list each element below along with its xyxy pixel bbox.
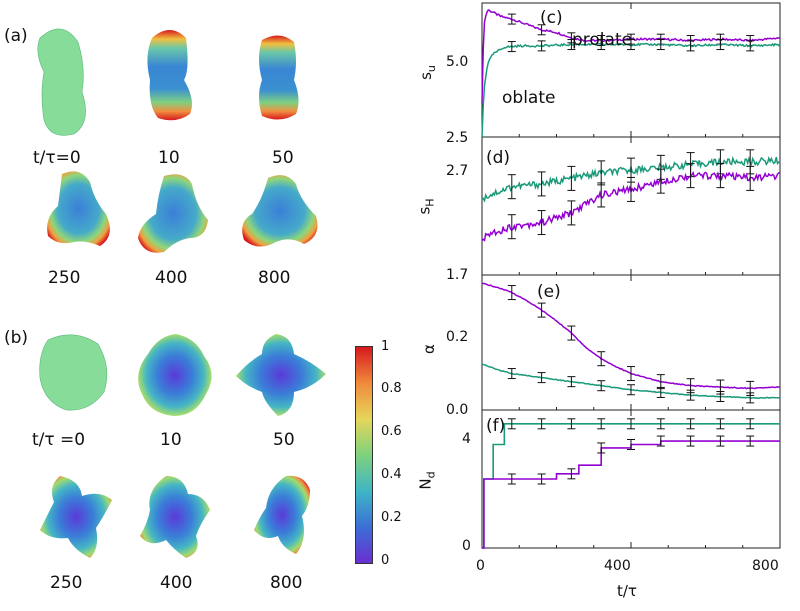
- ytick-f-4: 4: [462, 431, 471, 447]
- shape-renderings: [37, 28, 326, 558]
- ylabel-su: su: [416, 65, 438, 80]
- panel-label-c: (c): [540, 8, 563, 28]
- colorbar: [355, 346, 373, 564]
- ytick-f-0: 0: [462, 538, 471, 554]
- ytick-d-1.7: 1.7: [446, 267, 469, 283]
- shape-b-t400: [140, 476, 210, 558]
- ytick-e-0.0: 0.0: [446, 402, 469, 418]
- shape-a-t0: [37, 28, 86, 136]
- ylabel-alpha: α: [419, 344, 438, 354]
- colorbar-tick-0.8: 0.8: [381, 381, 402, 396]
- xtick-800: 800: [752, 558, 779, 574]
- shape-a-t10: [147, 30, 192, 121]
- time-label-a-5: 800: [258, 268, 291, 288]
- colorbar-tick-1: 1: [381, 339, 390, 354]
- ylabel-sh: sH: [415, 198, 437, 215]
- shape-a-t50: [259, 35, 299, 120]
- time-label-a-1: 10: [158, 148, 180, 168]
- ytick-d-2.7: 2.7: [446, 163, 469, 179]
- legend-oblate: oblate: [502, 88, 556, 108]
- time-label-b-0: t/τ =0: [32, 430, 86, 450]
- time-label-a-3: 250: [48, 268, 81, 288]
- time-label-a-2: 50: [272, 148, 294, 168]
- shape-a-t400: [138, 174, 208, 253]
- xtick-0: 0: [476, 558, 485, 574]
- colorbar-tick-0.6: 0.6: [381, 424, 402, 439]
- colorbar-tick-0.2: 0.2: [381, 510, 402, 525]
- colorbar-tick-0: 0: [381, 553, 390, 568]
- panel-label-e: (e): [537, 282, 561, 302]
- shape-b-t10: [138, 334, 212, 416]
- shape-b-t0: [39, 334, 108, 411]
- time-series-charts: [481, 2, 781, 549]
- legend-prolate: prolate: [572, 30, 633, 50]
- ylabel-nd: Nd: [416, 471, 438, 490]
- colorbar-tick-0.4: 0.4: [381, 467, 402, 482]
- time-label-a-4: 400: [155, 268, 188, 288]
- series-prolate-(f): [482, 440, 780, 549]
- time-label-b-3: 250: [50, 573, 83, 593]
- time-label-b-2: 50: [273, 430, 295, 450]
- shape-b-t250: [40, 476, 112, 558]
- panel-label-a: (a): [4, 26, 28, 46]
- xlabel: t/τ: [617, 582, 637, 600]
- panel-label-f: (f): [486, 416, 506, 436]
- ytick-e-0.2: 0.2: [446, 329, 469, 345]
- panel-label-d: (d): [486, 148, 511, 168]
- ytick-c-2.5: 2.5: [446, 130, 469, 146]
- shape-b-t50: [236, 334, 326, 416]
- ytick-c-5.0: 5.0: [446, 54, 469, 70]
- time-label-b-5: 800: [270, 573, 303, 593]
- shape-a-t800: [242, 175, 318, 247]
- panel-label-b: (b): [4, 328, 29, 348]
- time-label-b-4: 400: [160, 573, 193, 593]
- shape-a-t250: [47, 171, 110, 246]
- shape-b-t800: [254, 475, 310, 554]
- time-label-a-0: t/τ=0: [33, 148, 81, 168]
- xtick-400: 400: [604, 558, 631, 574]
- time-label-b-1: 10: [160, 430, 182, 450]
